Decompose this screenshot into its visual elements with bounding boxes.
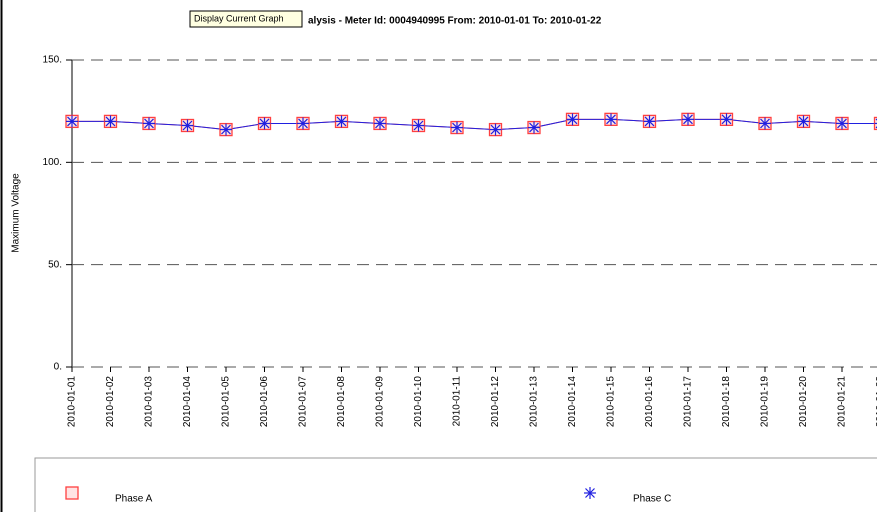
asterisk-stroke (221, 124, 231, 135)
y-tick-label: 50. (48, 259, 62, 270)
x-tick-label: 2010-01-15 (606, 376, 617, 428)
asterisk-stroke (567, 114, 578, 125)
marker-asterisk (412, 119, 425, 132)
tooltip-text: Display Current Graph (194, 13, 284, 23)
asterisk-stroke (798, 116, 809, 127)
marker-asterisk (759, 117, 771, 130)
legend-box (34, 457, 877, 512)
asterisk-stroke (683, 114, 693, 125)
marker-asterisk (374, 117, 386, 130)
marker-asterisk (297, 117, 309, 130)
asterisk-stroke (606, 114, 616, 125)
x-tick-label: 2010-01-10 (413, 376, 424, 428)
x-tick-label: 2010-01-14 (567, 376, 578, 428)
tooltip (189, 10, 303, 28)
marker-asterisk (335, 115, 348, 128)
x-tick-label: 2010-01-13 (529, 376, 540, 428)
legend-label: Phase A (115, 494, 153, 505)
marker-square (65, 486, 79, 500)
y-tick-label: 0. (54, 362, 62, 373)
asterisk-stroke (375, 118, 385, 129)
x-tick-label: 2010-01-09 (375, 376, 386, 428)
asterisk-stroke (105, 116, 116, 127)
x-tick-label: 2010-01-18 (721, 376, 732, 428)
marker-asterisk (489, 123, 502, 136)
marker-asterisk (258, 117, 271, 130)
x-tick-label: 2010-01-05 (221, 376, 232, 428)
x-tick-label: 2010-01-08 (336, 376, 347, 428)
asterisk-stroke (644, 116, 655, 127)
asterisk-stroke (413, 120, 424, 131)
marker-asterisk (143, 117, 155, 130)
asterisk-stroke (760, 118, 770, 129)
marker-asterisk (104, 115, 117, 128)
marker-asterisk (643, 115, 656, 128)
legend-label: Phase C (633, 494, 671, 505)
asterisk-stroke (182, 120, 193, 131)
x-tick-label: 2010-01-12 (490, 376, 501, 428)
marker-asterisk (528, 121, 540, 134)
marker-asterisk (720, 113, 733, 126)
chart-title: alysis - Meter Id: 0004940995 From: 2010… (308, 16, 602, 27)
y-tick-label: 100. (43, 157, 62, 168)
marker-asterisk (566, 113, 579, 126)
marker-asterisk (181, 119, 194, 132)
asterisk-stroke (259, 118, 270, 129)
x-tick-label: 2010-01-21 (837, 376, 848, 428)
asterisk-stroke (336, 116, 347, 127)
asterisk-stroke (490, 124, 501, 135)
asterisk-stroke (144, 118, 154, 129)
y-tick-label: 150. (43, 55, 62, 66)
x-tick-label: 2010-01-16 (644, 376, 655, 428)
marker-asterisk (220, 123, 232, 136)
asterisk-stroke (529, 122, 539, 133)
x-tick-label: 2010-01-02 (105, 376, 116, 428)
x-tick-label: 2010-01-20 (798, 376, 809, 428)
series-line (72, 118, 877, 131)
marker-asterisk (66, 115, 78, 128)
asterisk-stroke (67, 116, 77, 127)
x-tick-label: 2010-01-03 (144, 376, 155, 428)
x-tick-label: 2010-01-07 (298, 376, 309, 428)
x-tick-label: 2010-01-22 (875, 376, 877, 428)
asterisk-stroke (585, 488, 595, 498)
x-tick-label: 2010-01-17 (683, 376, 694, 428)
asterisk-stroke (298, 118, 308, 129)
marker-asterisk (605, 113, 617, 126)
x-tick-label: 2010-01-01 (67, 376, 78, 428)
marker-asterisk (451, 121, 463, 134)
marker-asterisk (584, 487, 596, 499)
marker-asterisk (797, 115, 810, 128)
asterisk-stroke (837, 118, 847, 129)
x-tick-label: 2010-01-04 (182, 376, 193, 428)
marker-asterisk (836, 117, 848, 130)
marker-asterisk (682, 113, 694, 126)
x-tick-label: 2010-01-06 (259, 376, 270, 428)
y-axis-label: Maximum Voltage (11, 173, 22, 253)
asterisk-stroke (721, 114, 732, 125)
x-tick-label: 2010-01-11 (452, 376, 463, 427)
asterisk-stroke (452, 122, 462, 133)
x-tick-label: 2010-01-19 (760, 376, 771, 428)
